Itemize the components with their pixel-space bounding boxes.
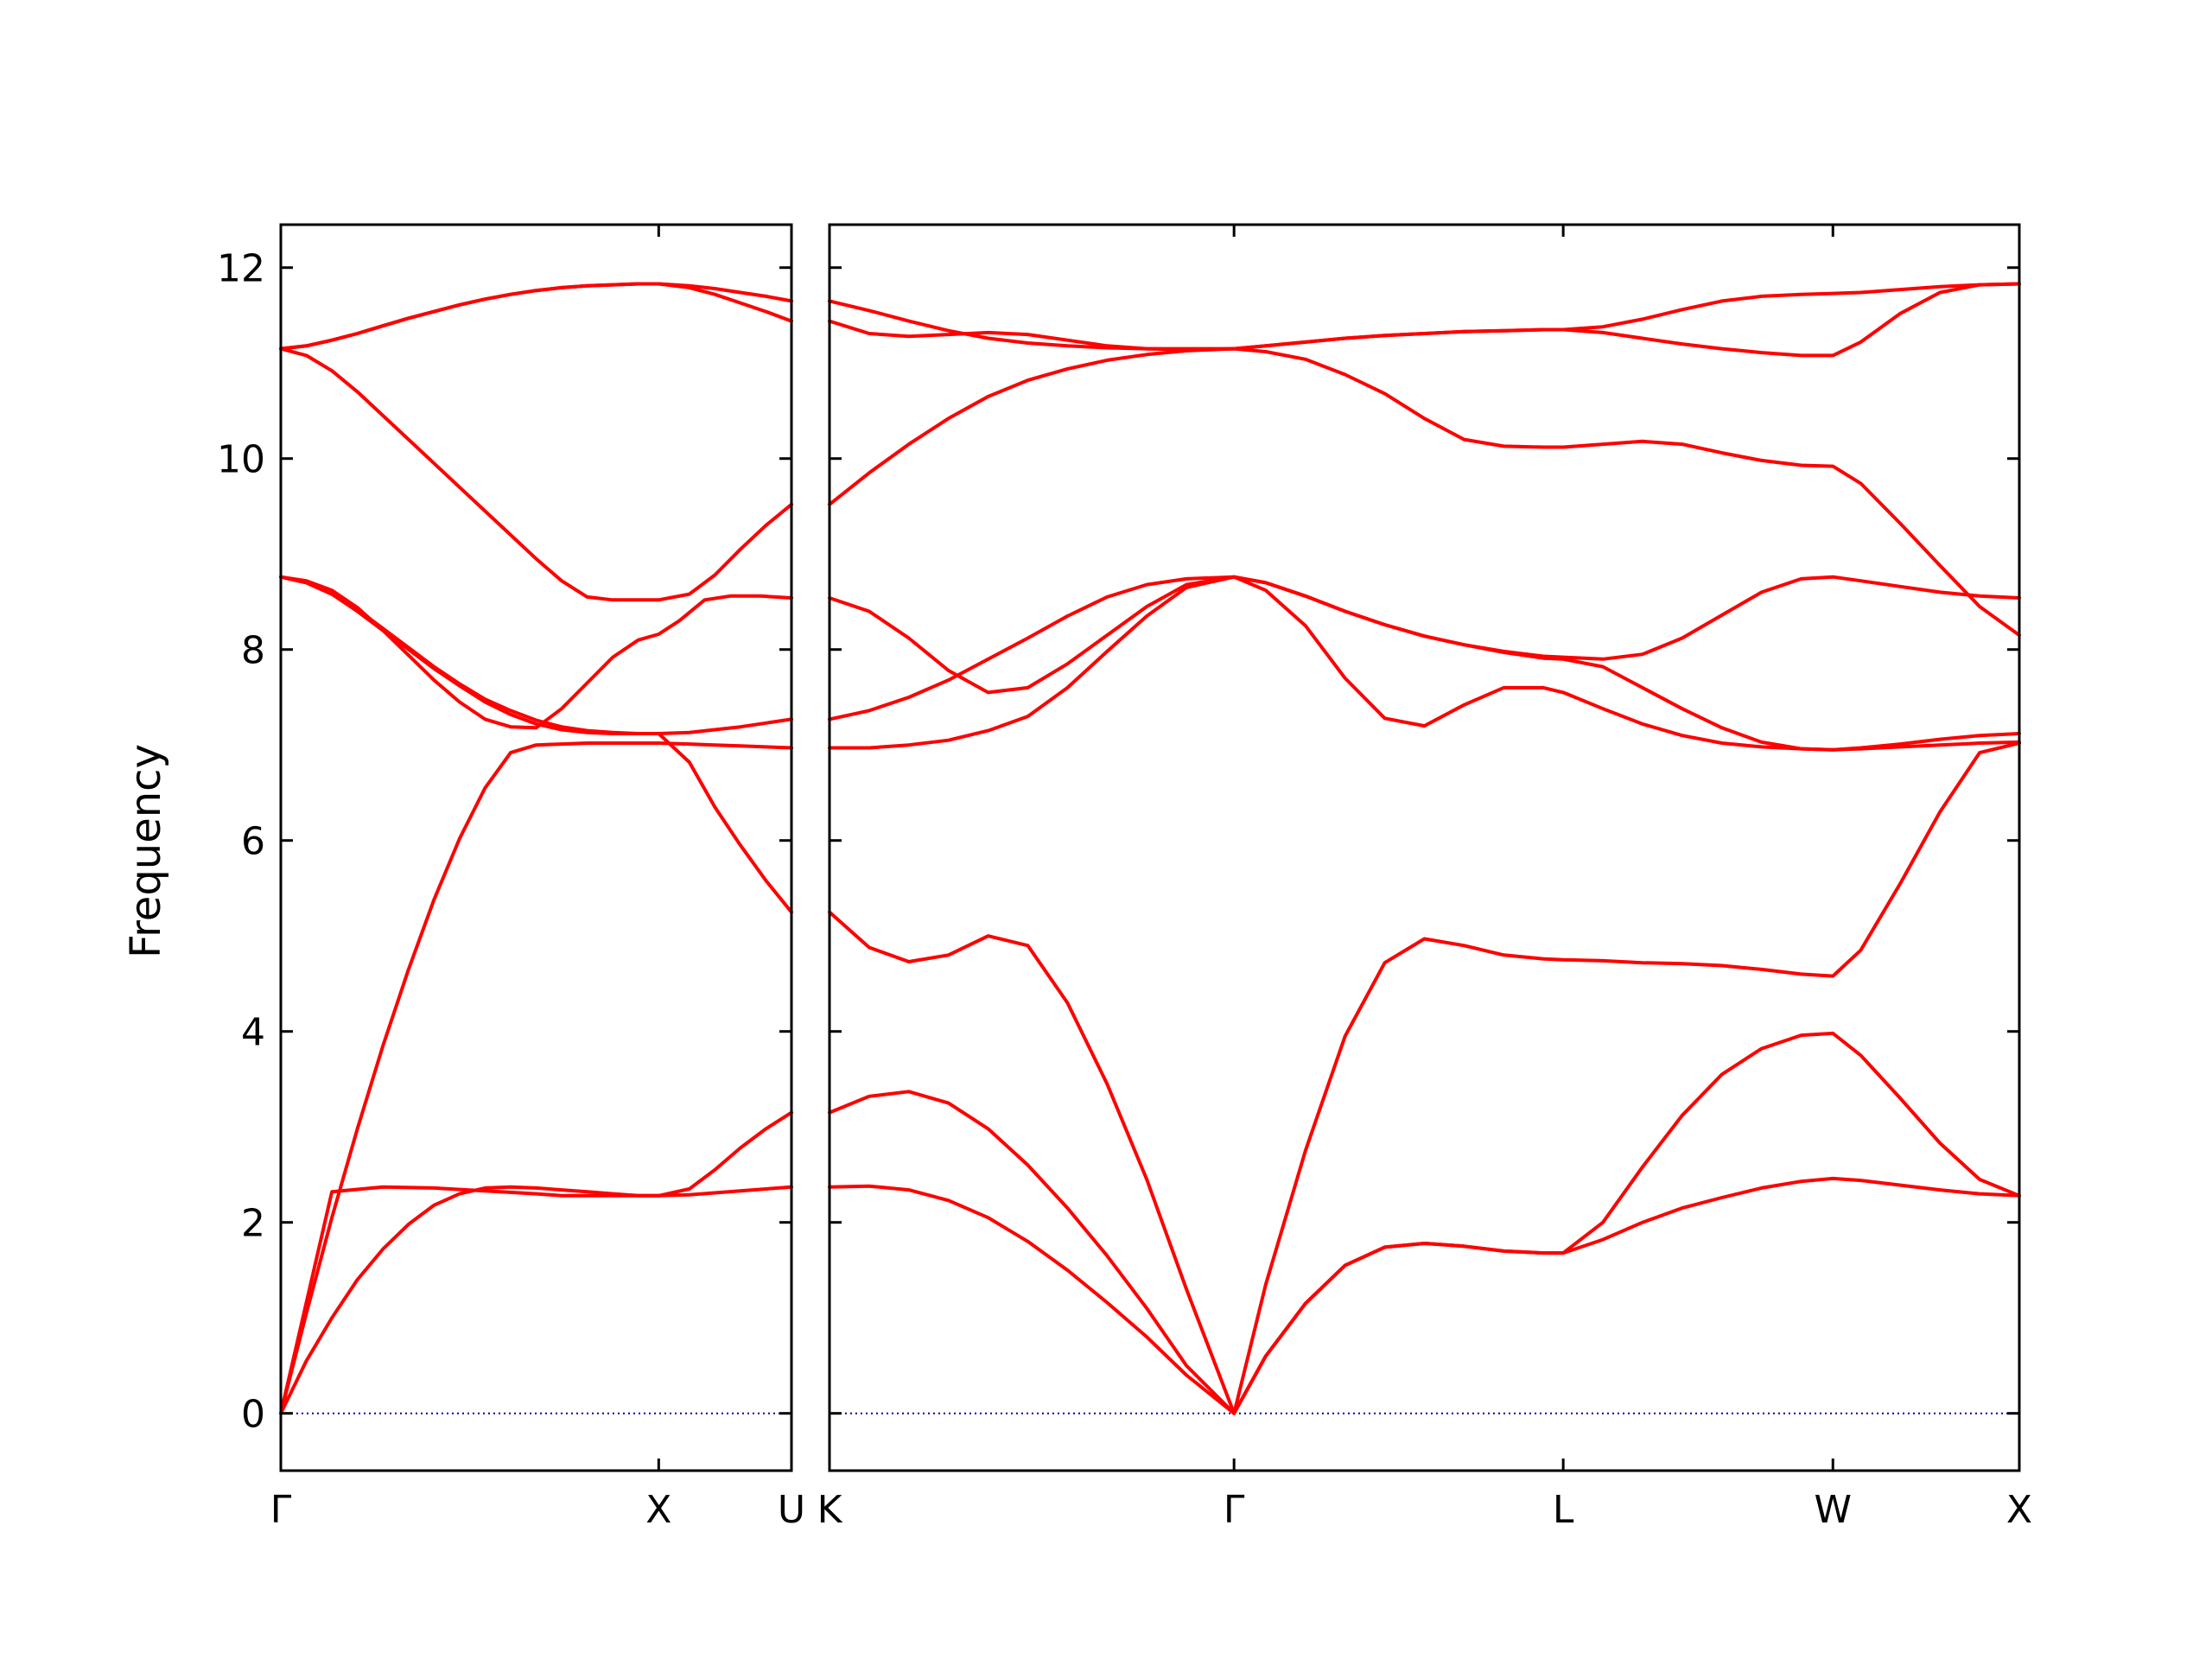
panel-gamma-x-u: 0 2 4 6 8 10 12 Γ X U <box>217 223 805 1532</box>
y-tick-label: 6 <box>241 820 265 864</box>
y-tick-label: 4 <box>241 1011 265 1055</box>
x-tick-label: Γ <box>270 1488 292 1532</box>
x-tick-label: K <box>817 1488 843 1532</box>
band-line-9 <box>279 282 793 351</box>
x-tick-label: X <box>645 1488 671 1532</box>
band-line-1 <box>828 1176 2021 1415</box>
x-tick-label: W <box>1815 1488 1853 1532</box>
band-line-3 <box>828 741 2021 1415</box>
band-line-8 <box>279 282 793 351</box>
band-line-9 <box>828 282 2021 351</box>
band-line-5 <box>279 575 793 730</box>
x-tick-label: X <box>2006 1488 2032 1532</box>
band-line-1 <box>279 1185 793 1415</box>
y-axis-label: Frequency <box>122 744 170 958</box>
y-tick-label: 2 <box>241 1202 265 1246</box>
x-tick-label: U <box>778 1488 805 1532</box>
band-line-2 <box>279 741 793 1415</box>
panels-group: 0 2 4 6 8 10 12 Γ X U K Γ L W X <box>217 223 2032 1532</box>
plot-frame <box>279 223 793 1472</box>
band-line-2 <box>828 1031 2021 1415</box>
plot-frame <box>828 223 2021 1472</box>
band-line-7 <box>828 346 2021 638</box>
band-line-4 <box>828 575 2021 752</box>
band-line-3 <box>279 1110 793 1415</box>
band-line-6 <box>828 575 2021 721</box>
y-tick-label: 10 <box>217 438 265 482</box>
x-tick-label: L <box>1553 1488 1574 1532</box>
band-line-6 <box>279 575 793 735</box>
x-tick-label: Γ <box>1224 1488 1245 1532</box>
y-tick-label: 8 <box>241 629 265 673</box>
band-line-7 <box>279 346 793 602</box>
y-tick-label: 0 <box>241 1393 265 1437</box>
y-tick-label: 12 <box>217 247 265 291</box>
